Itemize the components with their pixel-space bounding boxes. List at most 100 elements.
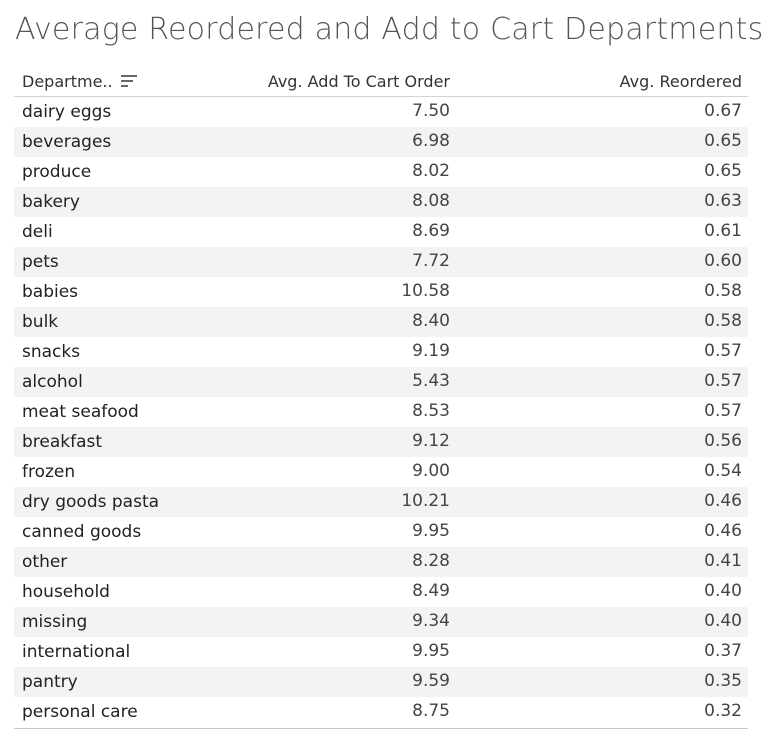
row-band xyxy=(162,187,748,217)
table-row: household 8.49 0.40 xyxy=(14,577,748,607)
cell-department: frozen xyxy=(22,462,76,482)
cell-department: canned goods xyxy=(22,522,142,542)
row-band-left xyxy=(14,547,162,577)
row-band xyxy=(162,427,748,457)
row-band xyxy=(162,607,748,637)
cell-add-to-cart: 10.21 xyxy=(401,491,450,511)
sort-descending-icon[interactable] xyxy=(120,74,137,89)
cell-department: dry goods pasta xyxy=(22,492,160,512)
cell-add-to-cart: 6.98 xyxy=(412,131,450,151)
table-row: international 9.95 0.37 xyxy=(14,637,748,667)
row-band-left xyxy=(14,427,162,457)
cell-reordered: 0.54 xyxy=(704,461,742,481)
table-row: pets 7.72 0.60 xyxy=(14,247,748,277)
cell-department: meat seafood xyxy=(22,402,139,422)
cell-reordered: 0.60 xyxy=(704,251,742,271)
cell-add-to-cart: 9.00 xyxy=(412,461,450,481)
cell-add-to-cart: 8.53 xyxy=(412,401,450,421)
table-row: beverages 6.98 0.65 xyxy=(14,127,748,157)
row-band xyxy=(162,487,748,517)
row-band xyxy=(162,667,748,697)
table-row: produce 8.02 0.65 xyxy=(14,157,748,187)
row-band-left xyxy=(14,187,162,217)
row-band-left xyxy=(14,607,162,637)
row-band-left xyxy=(14,307,162,337)
cell-reordered: 0.65 xyxy=(704,131,742,151)
table-row: dairy eggs 7.50 0.67 xyxy=(14,97,748,127)
cell-department: pantry xyxy=(22,672,78,692)
table-row: canned goods 9.95 0.46 xyxy=(14,517,748,547)
cell-reordered: 0.46 xyxy=(704,491,742,511)
column-header-reordered[interactable]: Avg. Reordered xyxy=(619,72,742,91)
cell-reordered: 0.61 xyxy=(704,221,742,241)
cell-add-to-cart: 9.95 xyxy=(412,521,450,541)
chart-title: Average Reordered and Add to Cart Depart… xyxy=(15,12,764,47)
cell-reordered: 0.58 xyxy=(704,311,742,331)
cell-add-to-cart: 8.49 xyxy=(412,581,450,601)
cell-reordered: 0.57 xyxy=(704,371,742,391)
cell-add-to-cart: 8.40 xyxy=(412,311,450,331)
cell-department: bakery xyxy=(22,192,80,212)
cell-add-to-cart: 8.08 xyxy=(412,191,450,211)
row-band xyxy=(162,247,748,277)
column-header-department-label: Departme.. xyxy=(22,72,113,91)
cell-add-to-cart: 7.72 xyxy=(412,251,450,271)
cell-department: snacks xyxy=(22,342,81,362)
row-band-left xyxy=(14,487,162,517)
table-row: breakfast 9.12 0.56 xyxy=(14,427,748,457)
cell-reordered: 0.67 xyxy=(704,101,742,121)
row-band-left xyxy=(14,127,162,157)
cell-add-to-cart: 7.50 xyxy=(412,101,450,121)
cell-reordered: 0.46 xyxy=(704,521,742,541)
cell-reordered: 0.63 xyxy=(704,191,742,211)
table-row: alcohol 5.43 0.57 xyxy=(14,367,748,397)
table-row: other 8.28 0.41 xyxy=(14,547,748,577)
table-row: babies 10.58 0.58 xyxy=(14,277,748,307)
table-row: dry goods pasta 10.21 0.46 xyxy=(14,487,748,517)
cell-add-to-cart: 9.59 xyxy=(412,671,450,691)
cell-department: international xyxy=(22,642,131,662)
cell-add-to-cart: 8.69 xyxy=(412,221,450,241)
cell-add-to-cart: 8.28 xyxy=(412,551,450,571)
column-header-add-to-cart[interactable]: Avg. Add To Cart Order xyxy=(267,72,450,91)
cell-department: alcohol xyxy=(22,372,83,392)
row-band xyxy=(162,367,748,397)
cell-department: bulk xyxy=(22,312,59,332)
table-row: bulk 8.40 0.58 xyxy=(14,307,748,337)
cell-reordered: 0.56 xyxy=(704,431,742,451)
cell-add-to-cart: 10.58 xyxy=(401,281,450,301)
column-header-department[interactable]: Departme.. xyxy=(22,72,137,91)
cell-department: produce xyxy=(22,162,92,182)
cell-department: deli xyxy=(22,222,53,242)
table-row: bakery 8.08 0.63 xyxy=(14,187,748,217)
cell-department: beverages xyxy=(22,132,112,152)
table-row: meat seafood 8.53 0.57 xyxy=(14,397,748,427)
row-band xyxy=(162,547,748,577)
cell-reordered: 0.37 xyxy=(704,641,742,661)
data-table: Departme.. Avg. Add To Cart Order Avg. R… xyxy=(14,68,748,729)
table-header: Departme.. Avg. Add To Cart Order Avg. R… xyxy=(14,68,748,97)
table-row: frozen 9.00 0.54 xyxy=(14,457,748,487)
table-bottom-border xyxy=(14,728,748,729)
table-row: missing 9.34 0.40 xyxy=(14,607,748,637)
cell-add-to-cart: 5.43 xyxy=(412,371,450,391)
table-row: pantry 9.59 0.35 xyxy=(14,667,748,697)
cell-add-to-cart: 8.02 xyxy=(412,161,450,181)
cell-department: breakfast xyxy=(22,432,103,452)
row-band-left xyxy=(14,667,162,697)
table-row: personal care 8.75 0.32 xyxy=(14,697,748,727)
cell-reordered: 0.35 xyxy=(704,671,742,691)
cell-reordered: 0.65 xyxy=(704,161,742,181)
cell-department: pets xyxy=(22,252,59,272)
row-band xyxy=(162,127,748,157)
cell-reordered: 0.41 xyxy=(704,551,742,571)
cell-reordered: 0.57 xyxy=(704,341,742,361)
row-band xyxy=(162,307,748,337)
cell-add-to-cart: 8.75 xyxy=(412,701,450,721)
cell-add-to-cart: 9.34 xyxy=(412,611,450,631)
row-band-left xyxy=(14,367,162,397)
cell-department: babies xyxy=(22,282,79,302)
cell-department: other xyxy=(22,552,68,572)
cell-department: household xyxy=(22,582,110,602)
cell-department: dairy eggs xyxy=(22,102,112,122)
